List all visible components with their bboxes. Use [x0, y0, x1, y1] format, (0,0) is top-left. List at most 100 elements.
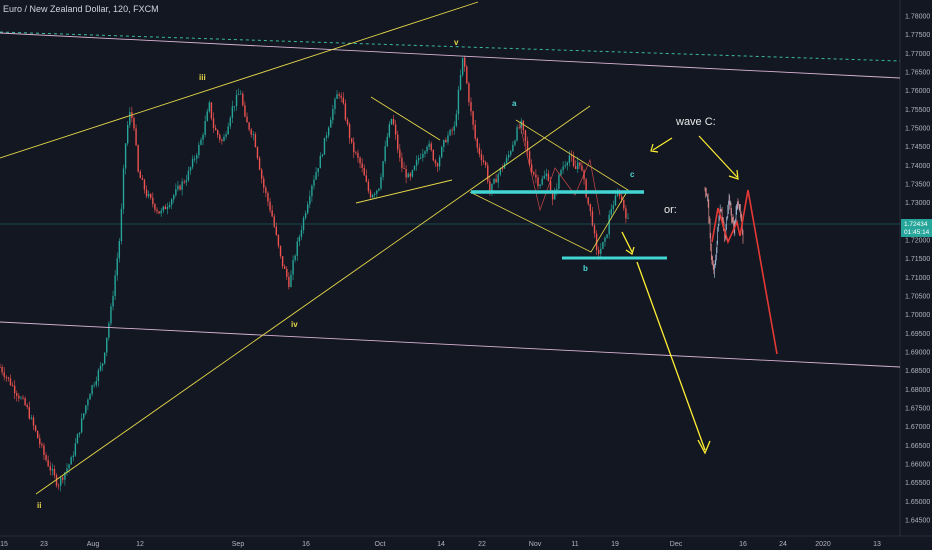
- candle-body: [242, 93, 244, 106]
- candle-body: [254, 134, 257, 148]
- y-tick-label: 1.77000: [905, 51, 930, 58]
- candle-body: [608, 214, 610, 235]
- candle-body: [572, 156, 575, 167]
- chart-title: Euro / New Zealand Dollar, 120, FXCM: [3, 4, 159, 14]
- candle-body: [145, 189, 148, 197]
- candle-body: [22, 397, 24, 399]
- candle-body: [376, 190, 378, 194]
- candle-body: [152, 197, 154, 205]
- candle-body: [459, 75, 462, 90]
- candle-body: [193, 158, 196, 160]
- candle-body: [173, 195, 175, 200]
- candle-body: [524, 130, 527, 141]
- candle-body: [231, 106, 234, 118]
- candle-body: [397, 134, 399, 150]
- x-tick-label: 13: [873, 541, 881, 548]
- candle-body: [386, 136, 388, 147]
- candle-body: [474, 124, 476, 139]
- candle-body: [283, 266, 286, 269]
- candle-body: [489, 181, 491, 192]
- candle-body: [221, 139, 223, 142]
- wave-label-v: v: [454, 38, 459, 47]
- candle-body: [43, 445, 45, 455]
- candle-body: [528, 151, 531, 165]
- wave-label-iv: iv: [291, 320, 298, 329]
- candle-body: [589, 203, 592, 212]
- candle-body: [191, 158, 194, 168]
- candle-body: [415, 160, 418, 166]
- candle-body: [162, 206, 164, 211]
- candle-body: [202, 134, 204, 140]
- candle-body: [133, 118, 135, 129]
- candle-body: [267, 192, 269, 202]
- candle-body: [9, 378, 12, 386]
- candle-body: [568, 155, 571, 163]
- candle-body: [602, 241, 604, 249]
- candle-body: [499, 168, 502, 175]
- candle-body: [321, 154, 324, 157]
- candle-body: [399, 149, 401, 158]
- candle-body: [625, 208, 627, 219]
- candle-body: [453, 125, 455, 131]
- candle-body: [417, 158, 420, 161]
- candle-body: [545, 173, 548, 177]
- candle-body: [551, 193, 554, 200]
- candle-body: [461, 57, 464, 76]
- x-tick-label: 22: [478, 541, 486, 548]
- candle-body: [93, 384, 95, 386]
- candle-body: [401, 157, 403, 168]
- candle-body: [484, 162, 487, 166]
- x-tick-label: 15: [0, 541, 8, 548]
- candle-body: [340, 95, 342, 98]
- channel-lower-line: [0, 321, 901, 368]
- candle-body: [432, 149, 435, 161]
- correction-triangle: [469, 119, 629, 253]
- candle-body: [237, 94, 240, 95]
- candle-body: [323, 137, 326, 155]
- candle-body: [143, 179, 146, 190]
- candle-body: [535, 174, 537, 178]
- candle-body: [591, 211, 594, 226]
- current-price-value: 1.72434: [904, 221, 928, 228]
- candle-body: [593, 225, 596, 234]
- candle-body: [487, 165, 489, 182]
- candle-body: [526, 140, 529, 152]
- candle-body: [158, 211, 160, 214]
- time-axis[interactable]: 15 23 Aug 12 Sep 16 Oct 14 22 Nov 11 19 Dec 16 24 2020 1…: [0, 541, 881, 548]
- candle-body: [156, 209, 158, 212]
- candle-body: [286, 268, 288, 277]
- candle-body: [116, 258, 118, 276]
- candle-body: [91, 385, 93, 394]
- candle-body: [225, 134, 227, 137]
- candle-body: [122, 168, 125, 209]
- candle-body: [357, 152, 359, 158]
- candle-body: [57, 485, 60, 487]
- candle-body: [330, 119, 332, 128]
- candle-body: [87, 399, 89, 406]
- candle-body: [72, 455, 74, 458]
- candle-body: [480, 154, 483, 161]
- bearish-projection-line: [636, 261, 706, 451]
- candle-body: [212, 118, 215, 128]
- candle-body: [34, 425, 37, 431]
- candle-body: [47, 460, 49, 467]
- candle-body: [541, 178, 543, 185]
- alternate-scenario-mini-chart: [704, 186, 744, 278]
- candle-body: [64, 472, 66, 480]
- candle-body: [455, 114, 458, 126]
- candle-body: [219, 134, 221, 140]
- candle-body: [298, 236, 301, 242]
- candle-body: [457, 89, 460, 115]
- candle-body: [595, 233, 598, 250]
- candle-body: [11, 385, 14, 386]
- y-tick-label: 1.65000: [905, 499, 930, 506]
- y-tick-label: 1.70500: [905, 294, 930, 301]
- candle-body: [13, 385, 16, 394]
- candle-body: [610, 209, 612, 215]
- candle-body: [55, 475, 58, 486]
- candles-layer: [0, 55, 629, 492]
- candle-body: [3, 372, 5, 377]
- candle-body: [342, 97, 345, 104]
